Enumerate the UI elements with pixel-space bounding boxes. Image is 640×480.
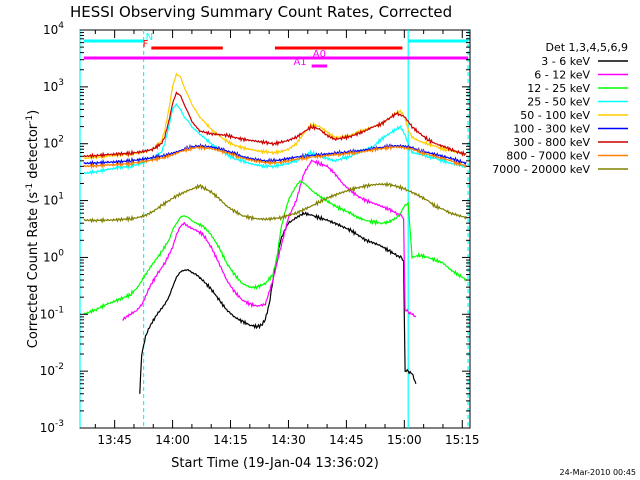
series-line <box>83 181 467 224</box>
y-tick-label-base: 10 <box>40 421 55 435</box>
legend-entry-label: 12 - 25 keV <box>527 82 590 95</box>
legend-entry-label: 800 - 7000 keV <box>506 150 590 163</box>
y-axis-label-end: ) <box>26 110 41 115</box>
observing-flags: NF A0 A1 <box>83 32 469 68</box>
legend-entry-label: 6 - 12 keV <box>534 69 590 82</box>
x-tick-label: 15:00 <box>387 433 422 447</box>
series-line <box>83 179 467 315</box>
y-axis-label: Corrected Count Rate (s-1 detector-1) <box>25 110 41 348</box>
legend-entry-label: 3 - 6 keV <box>541 55 590 68</box>
x-tick-label: 14:45 <box>329 433 364 447</box>
y-tick-label: 104 <box>43 21 64 37</box>
y-tick-label-base: 10 <box>40 307 55 321</box>
legend-entry-label: 25 - 50 keV <box>527 96 590 109</box>
legend-entry-label: 300 - 800 keV <box>513 136 590 149</box>
flag-label: F <box>143 39 149 50</box>
y-tick-label: 10-2 <box>40 362 64 378</box>
plot-frame <box>79 29 471 429</box>
series-line <box>83 91 467 159</box>
y-tick-label-base: 10 <box>43 23 58 37</box>
y-axis-label-sup2: -1 <box>25 115 35 124</box>
x-tick-label: 14:30 <box>271 433 306 447</box>
legend-entry-label: 7000 - 20000 keV <box>492 163 590 176</box>
y-tick-label-base: 10 <box>40 364 55 378</box>
x-axis-label: Start Time (19-Jan-04 13:36:02) <box>171 456 379 471</box>
y-tick-label-exp: 1 <box>58 192 64 202</box>
chart-title: HESSI Observing Summary Count Rates, Cor… <box>70 3 452 21</box>
y-tick-label-base: 10 <box>43 250 58 264</box>
y-tick-label-exp: 0 <box>58 248 64 258</box>
y-tick-label: 100 <box>43 248 64 264</box>
y-tick-label: 10-1 <box>40 305 64 321</box>
x-tick-label: 15:15 <box>445 433 480 447</box>
y-axis-label-mid: detector <box>26 123 41 183</box>
series-line <box>83 144 467 170</box>
y-tick-label-base: 10 <box>43 194 58 208</box>
y-tick-label-exp: 3 <box>58 78 64 88</box>
y-axis-label-sup1: -1 <box>25 183 35 192</box>
y-tick-label: 101 <box>43 192 64 208</box>
y-tick-label-exp: -2 <box>55 362 64 372</box>
y-tick-label-exp: -3 <box>55 419 64 429</box>
series-line <box>139 210 417 394</box>
y-axis-label-main: Corrected Count Rate (s <box>26 192 41 349</box>
plot-area: NF A0 A1 <box>79 29 471 429</box>
y-tick-label: 103 <box>43 78 64 94</box>
x-tick-label: 13:45 <box>97 433 132 447</box>
footer-timestamp: 24-Mar-2010 00:45 <box>560 468 637 477</box>
series-lines <box>83 72 467 394</box>
legend-entry-label: 100 - 300 keV <box>513 123 590 136</box>
vertical-markers <box>79 30 469 428</box>
y-tick-label-exp: 2 <box>58 135 64 145</box>
y-tick-label: 10-3 <box>40 419 64 435</box>
flag-label: A0 <box>313 49 326 60</box>
flag-label: N <box>146 32 153 43</box>
flag-label: A1 <box>293 57 306 68</box>
legend-title: Det 1,3,4,5,6,9 <box>545 41 628 54</box>
series-line <box>122 159 417 321</box>
y-tick-label-base: 10 <box>43 80 58 94</box>
series-line <box>83 143 467 167</box>
y-tick-label-exp: -1 <box>55 305 64 315</box>
x-axis-ticks: 13:45 14:00 14:15 14:30 14:45 15:00 15:15 <box>94 30 480 447</box>
x-tick-label: 14:15 <box>213 433 248 447</box>
y-tick-label-base: 10 <box>43 137 58 151</box>
x-tick-label: 14:00 <box>155 433 190 447</box>
y-tick-label: 102 <box>43 135 64 151</box>
legend-entry-label: 50 - 100 keV <box>520 109 590 122</box>
y-tick-label-exp: 4 <box>58 21 64 31</box>
